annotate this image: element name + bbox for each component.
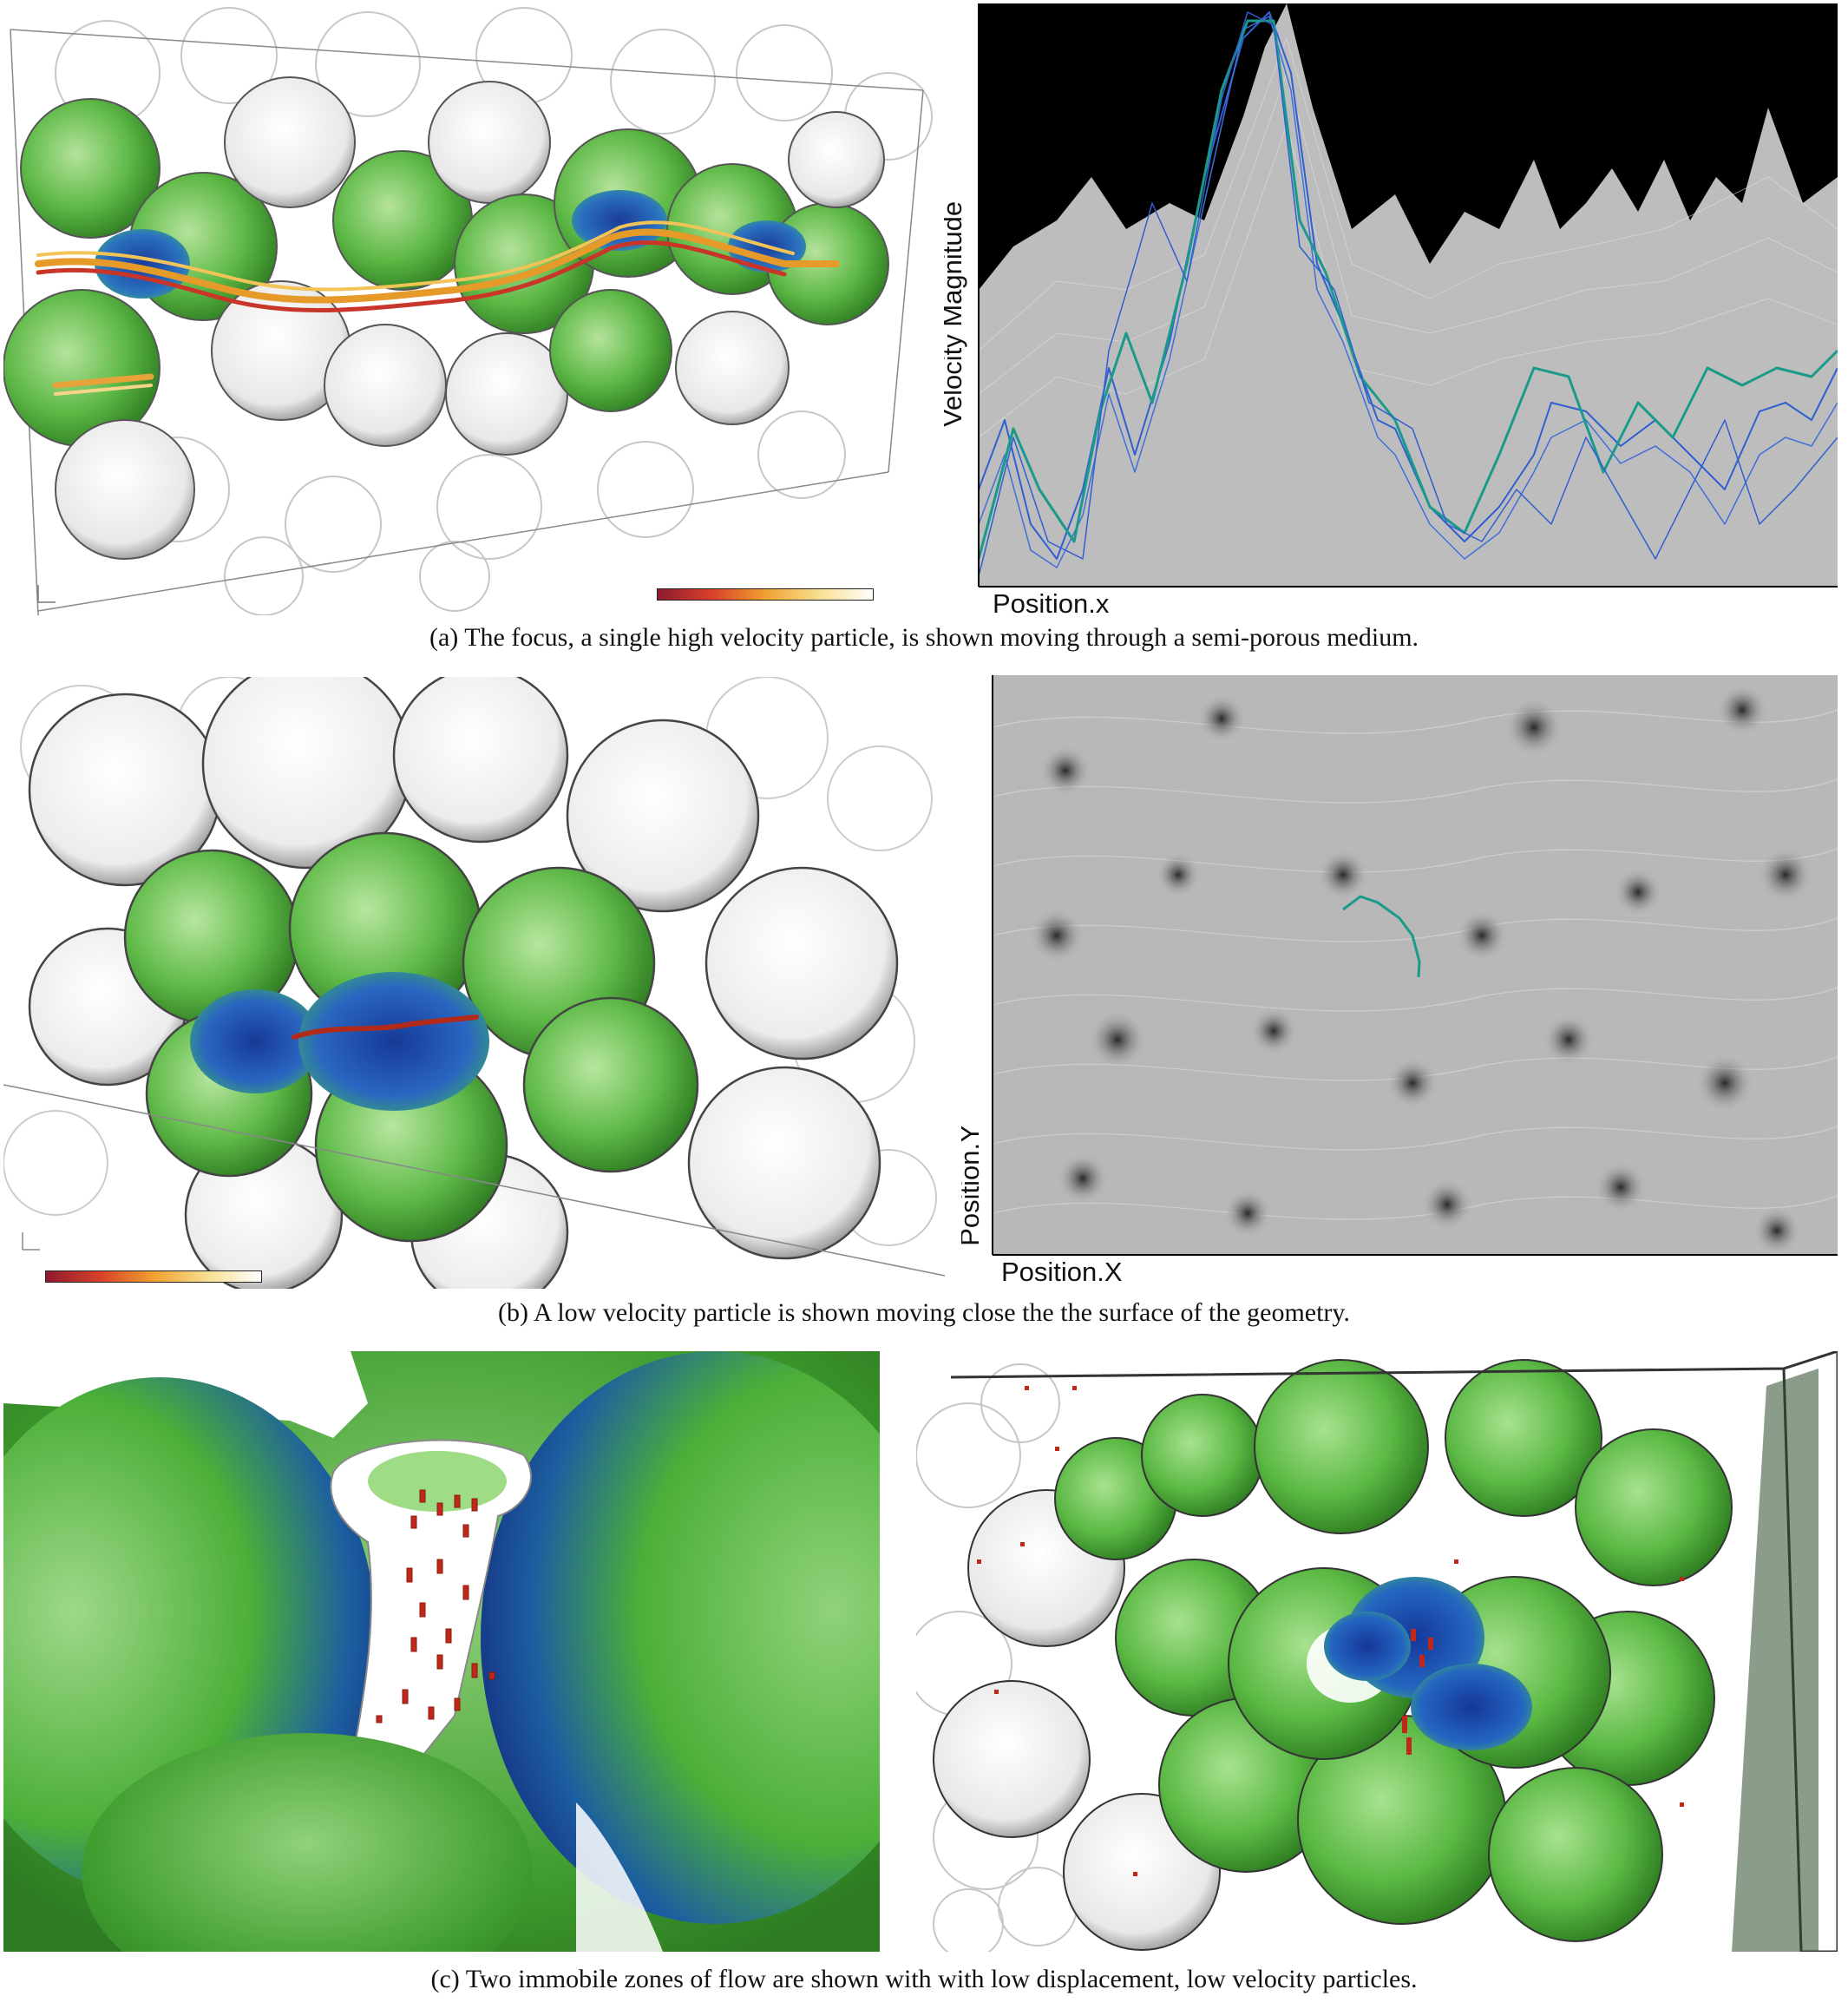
panel-b-3d-view [3, 677, 945, 1289]
panel-b-position-plot: Position.Y Position.X [961, 675, 1838, 1287]
immobile-zone-closeup [3, 1351, 880, 1952]
panel-c-box-view [916, 1351, 1838, 1952]
porous-medium-render-a [3, 3, 958, 615]
porous-medium-render-b [3, 677, 945, 1289]
velocity-trace-envelope [979, 3, 1838, 587]
caption-a: (a) The focus, a single high velocity pa… [429, 623, 1419, 652]
caption-b: (b) A low velocity particle is shown mov… [498, 1298, 1350, 1327]
plot-a-xlabel: Position.x [993, 588, 1110, 619]
velocity-magnitude-plot [977, 3, 1838, 588]
plot-b-ylabel: Position.Y [961, 1125, 985, 1246]
immobile-zone-box [916, 1351, 1838, 1952]
panel-a-velocity-plot: Velocity Magnitude Position.x [944, 3, 1838, 620]
panel-a-3d-view [3, 3, 958, 615]
panel-c-closeup-view [3, 1351, 880, 1952]
velocity-colorbar-b [45, 1270, 262, 1283]
particle-trajectory [1342, 895, 1421, 978]
low-velocity-particle-path [292, 1014, 479, 1040]
plot-b-xlabel: Position.X [1001, 1257, 1123, 1287]
velocity-colorbar-a [657, 588, 874, 601]
plot-a-ylabel: Velocity Magnitude [944, 200, 968, 428]
caption-c: (c) Two immobile zones of flow are shown… [430, 1965, 1418, 1993]
position-xy-plot [992, 675, 1838, 1256]
